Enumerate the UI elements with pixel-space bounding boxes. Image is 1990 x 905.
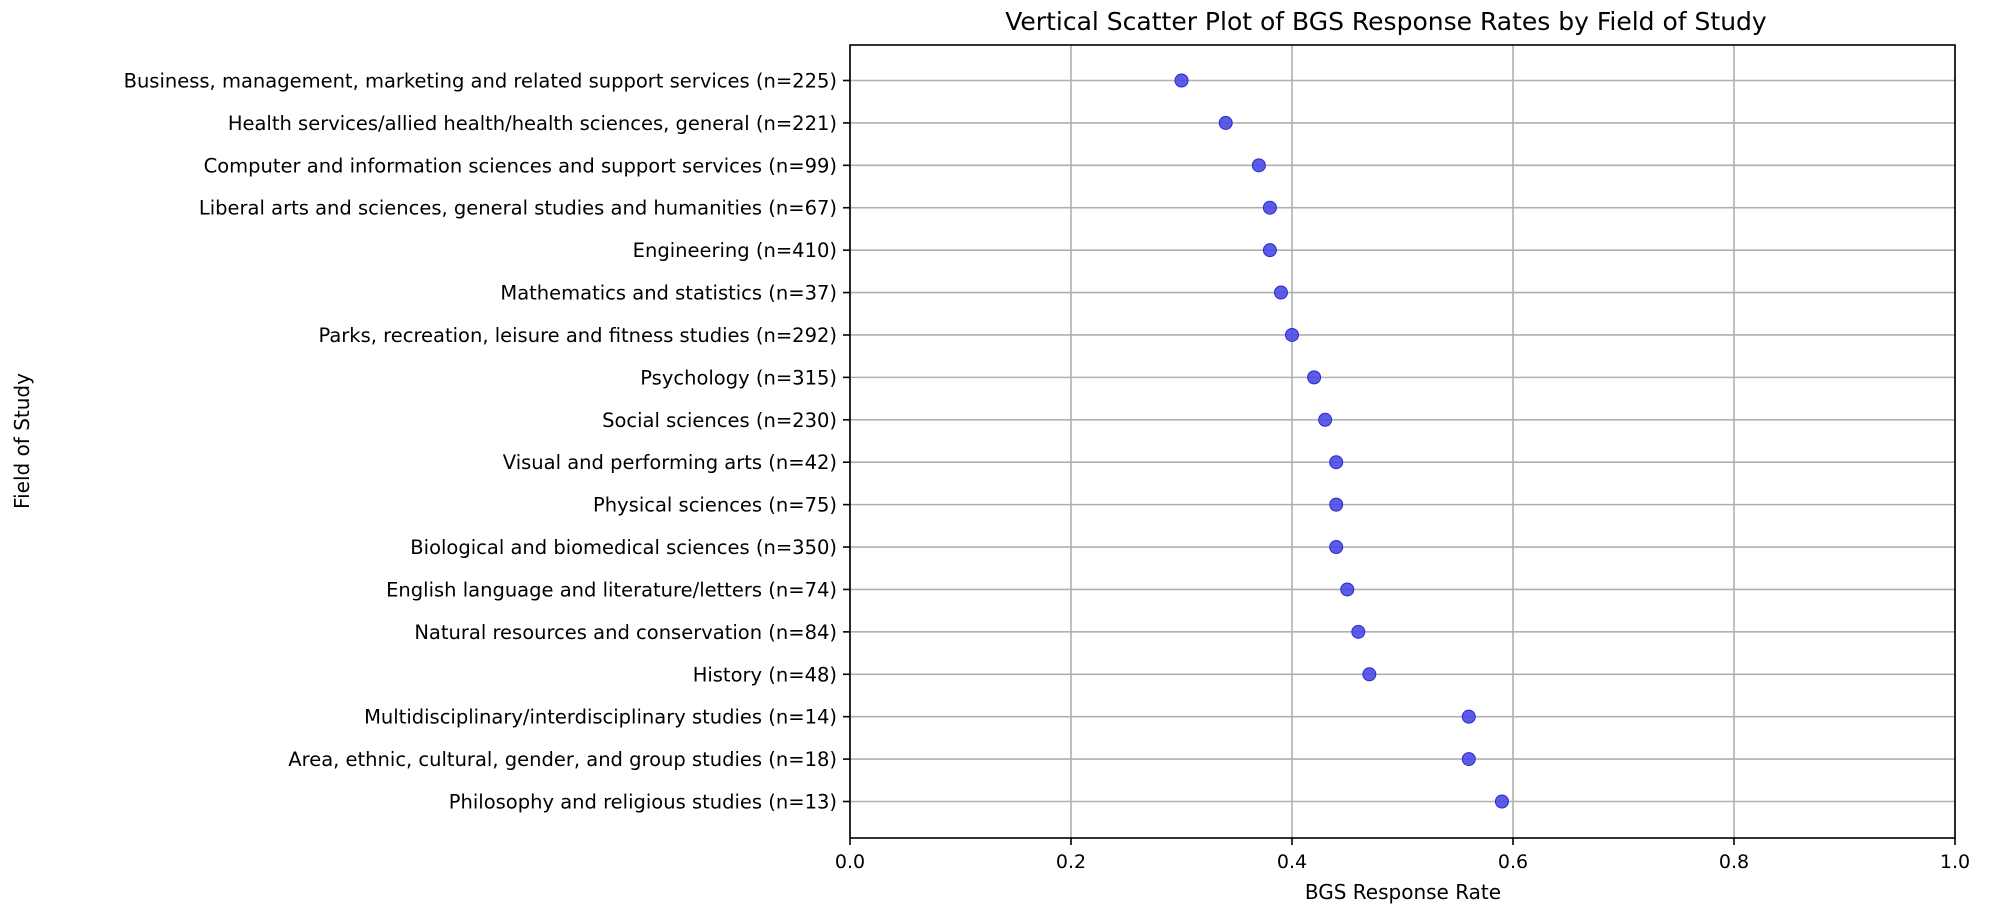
y-tick-label: Mathematics and statistics (n=37) (500, 282, 837, 305)
data-point (1174, 73, 1189, 88)
chart-title: Vertical Scatter Plot of BGS Response Ra… (1005, 7, 1767, 36)
data-point (1329, 497, 1344, 512)
data-point (1340, 582, 1355, 597)
y-axis-label: Field of Study (10, 373, 34, 509)
data-point (1461, 752, 1476, 767)
data-point (1461, 709, 1476, 724)
data-point (1285, 327, 1299, 342)
data-point (1329, 540, 1344, 555)
data-point (1262, 243, 1277, 258)
x-tick-label: 0.0 (835, 851, 865, 873)
x-tick-label: 0.8 (1719, 851, 1749, 873)
data-point (1273, 285, 1288, 300)
data-point (1262, 200, 1277, 215)
x-tick-layer: 0.0 0.2 0.4 0.6 0.8 1.0 (835, 838, 1970, 873)
y-tick-label: History (n=48) (693, 663, 837, 686)
data-point (1351, 624, 1366, 639)
x-tick-label: 0.2 (1056, 851, 1086, 873)
x-axis-label: BGS Response Rate (1305, 880, 1501, 904)
plot-frame (849, 44, 1956, 839)
y-tick-label: Physical sciences (n=75) (593, 494, 837, 517)
y-tick-label: Natural resources and conservation (n=84… (414, 621, 837, 644)
y-tick-label: Parks, recreation, leisure and fitness s… (318, 324, 837, 347)
y-tick-label: Liberal arts and sciences, general studi… (199, 197, 837, 220)
y-tick-label: Engineering (n=410) (633, 239, 837, 262)
data-point (1318, 412, 1333, 427)
y-tick-label: Multidisciplinary/interdisciplinary stud… (364, 706, 837, 729)
x-tick-label: 0.6 (1498, 851, 1528, 873)
y-tick-label: Visual and performing arts (n=42) (503, 451, 837, 474)
data-point (1218, 115, 1233, 130)
data-point (1494, 794, 1509, 809)
y-tick-label: Biological and biomedical sciences (n=35… (410, 536, 837, 559)
y-tick-label: Computer and information sciences and su… (204, 154, 837, 177)
y-tick-label: Business, management, marketing and rela… (124, 70, 837, 93)
y-tick-label: Philosophy and religious studies (n=13) (449, 791, 837, 814)
y-tick-label: English language and literature/letters … (386, 578, 837, 601)
data-point (1251, 158, 1266, 173)
data-point (1362, 667, 1377, 682)
x-tick-label: 1.0 (1940, 851, 1970, 873)
y-tick-label: Health services/allied health/health sci… (228, 112, 837, 135)
y-tick-layer: Business, management, marketing and rela… (124, 70, 850, 814)
data-point (1329, 455, 1344, 470)
points-layer (1174, 73, 1509, 809)
x-tick-label: 0.4 (1277, 851, 1307, 873)
grid-layer (849, 45, 1956, 838)
y-tick-label: Area, ethnic, cultural, gender, and grou… (288, 748, 837, 771)
y-tick-label: Social sciences (n=230) (602, 409, 837, 432)
data-point (1307, 370, 1322, 385)
y-tick-label: Psychology (n=315) (640, 366, 837, 389)
